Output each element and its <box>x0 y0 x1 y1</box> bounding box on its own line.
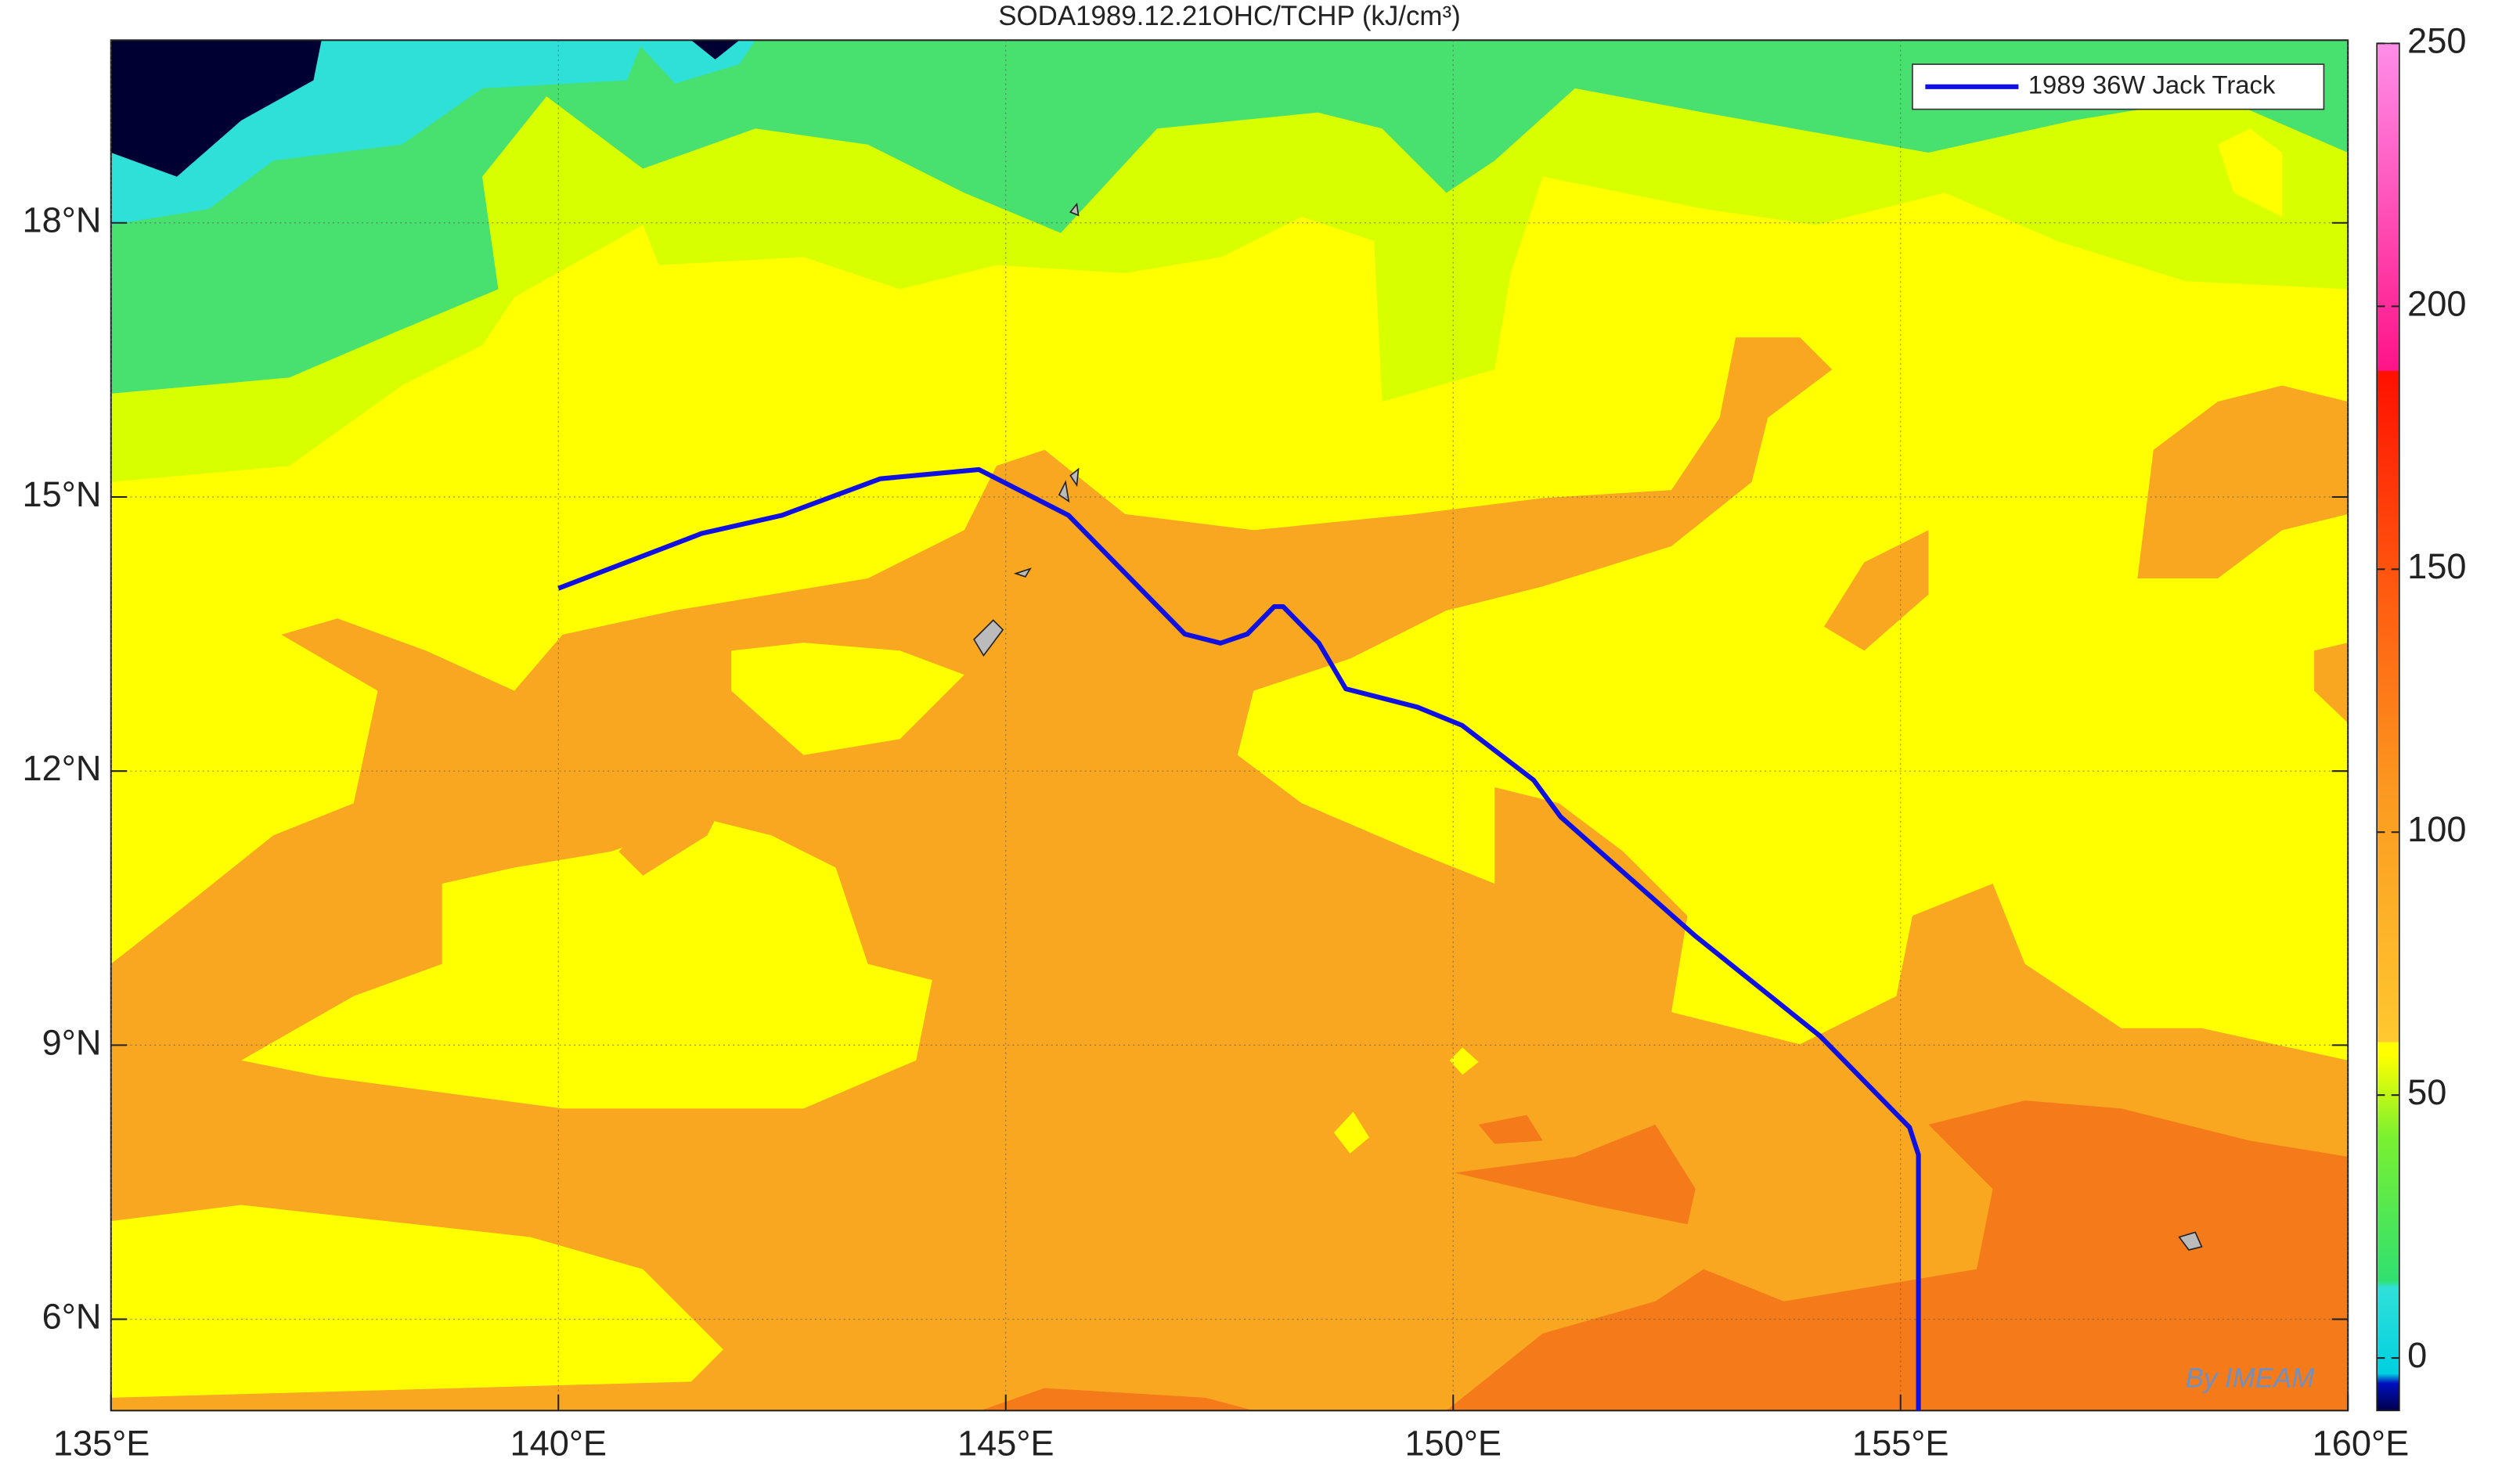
x-tick-label: 140°E <box>510 1423 607 1462</box>
track-line <box>557 466 1921 1411</box>
x-tick-label: 150°E <box>1404 1423 1502 1462</box>
legend-label: 1989 36W Jack Track <box>2028 70 2276 99</box>
colorbar <box>2376 42 2400 1412</box>
x-tick-label: 135°E <box>53 1423 150 1462</box>
colorbar-tick-label: 100 <box>2407 809 2466 849</box>
x-tick-label: 160°E <box>2313 1423 2410 1462</box>
colorbar-tick-label: 150 <box>2407 546 2466 586</box>
y-tick-label: 12°N <box>23 748 102 788</box>
contour-field <box>110 40 2349 1411</box>
colorbar-tick-label: 0 <box>2407 1335 2427 1375</box>
y-tick-label: 18°N <box>23 200 102 240</box>
y-tick-label: 6°N <box>42 1297 102 1337</box>
colorbar-tick-label: 50 <box>2407 1072 2446 1112</box>
y-tick-label: 9°N <box>42 1022 102 1062</box>
chart-title: SODA1989.12.21OHC/TCHP (kJ/cm³) <box>998 1 1460 31</box>
watermark: By IMEAM <box>2186 1363 2316 1394</box>
colorbar-tick-label: 200 <box>2407 283 2466 323</box>
colorbar-tick-label: 250 <box>2407 20 2466 60</box>
x-tick-label: 145°E <box>957 1423 1055 1462</box>
x-tick-label: 155°E <box>1852 1423 1949 1462</box>
y-tick-label: 15°N <box>23 474 102 514</box>
